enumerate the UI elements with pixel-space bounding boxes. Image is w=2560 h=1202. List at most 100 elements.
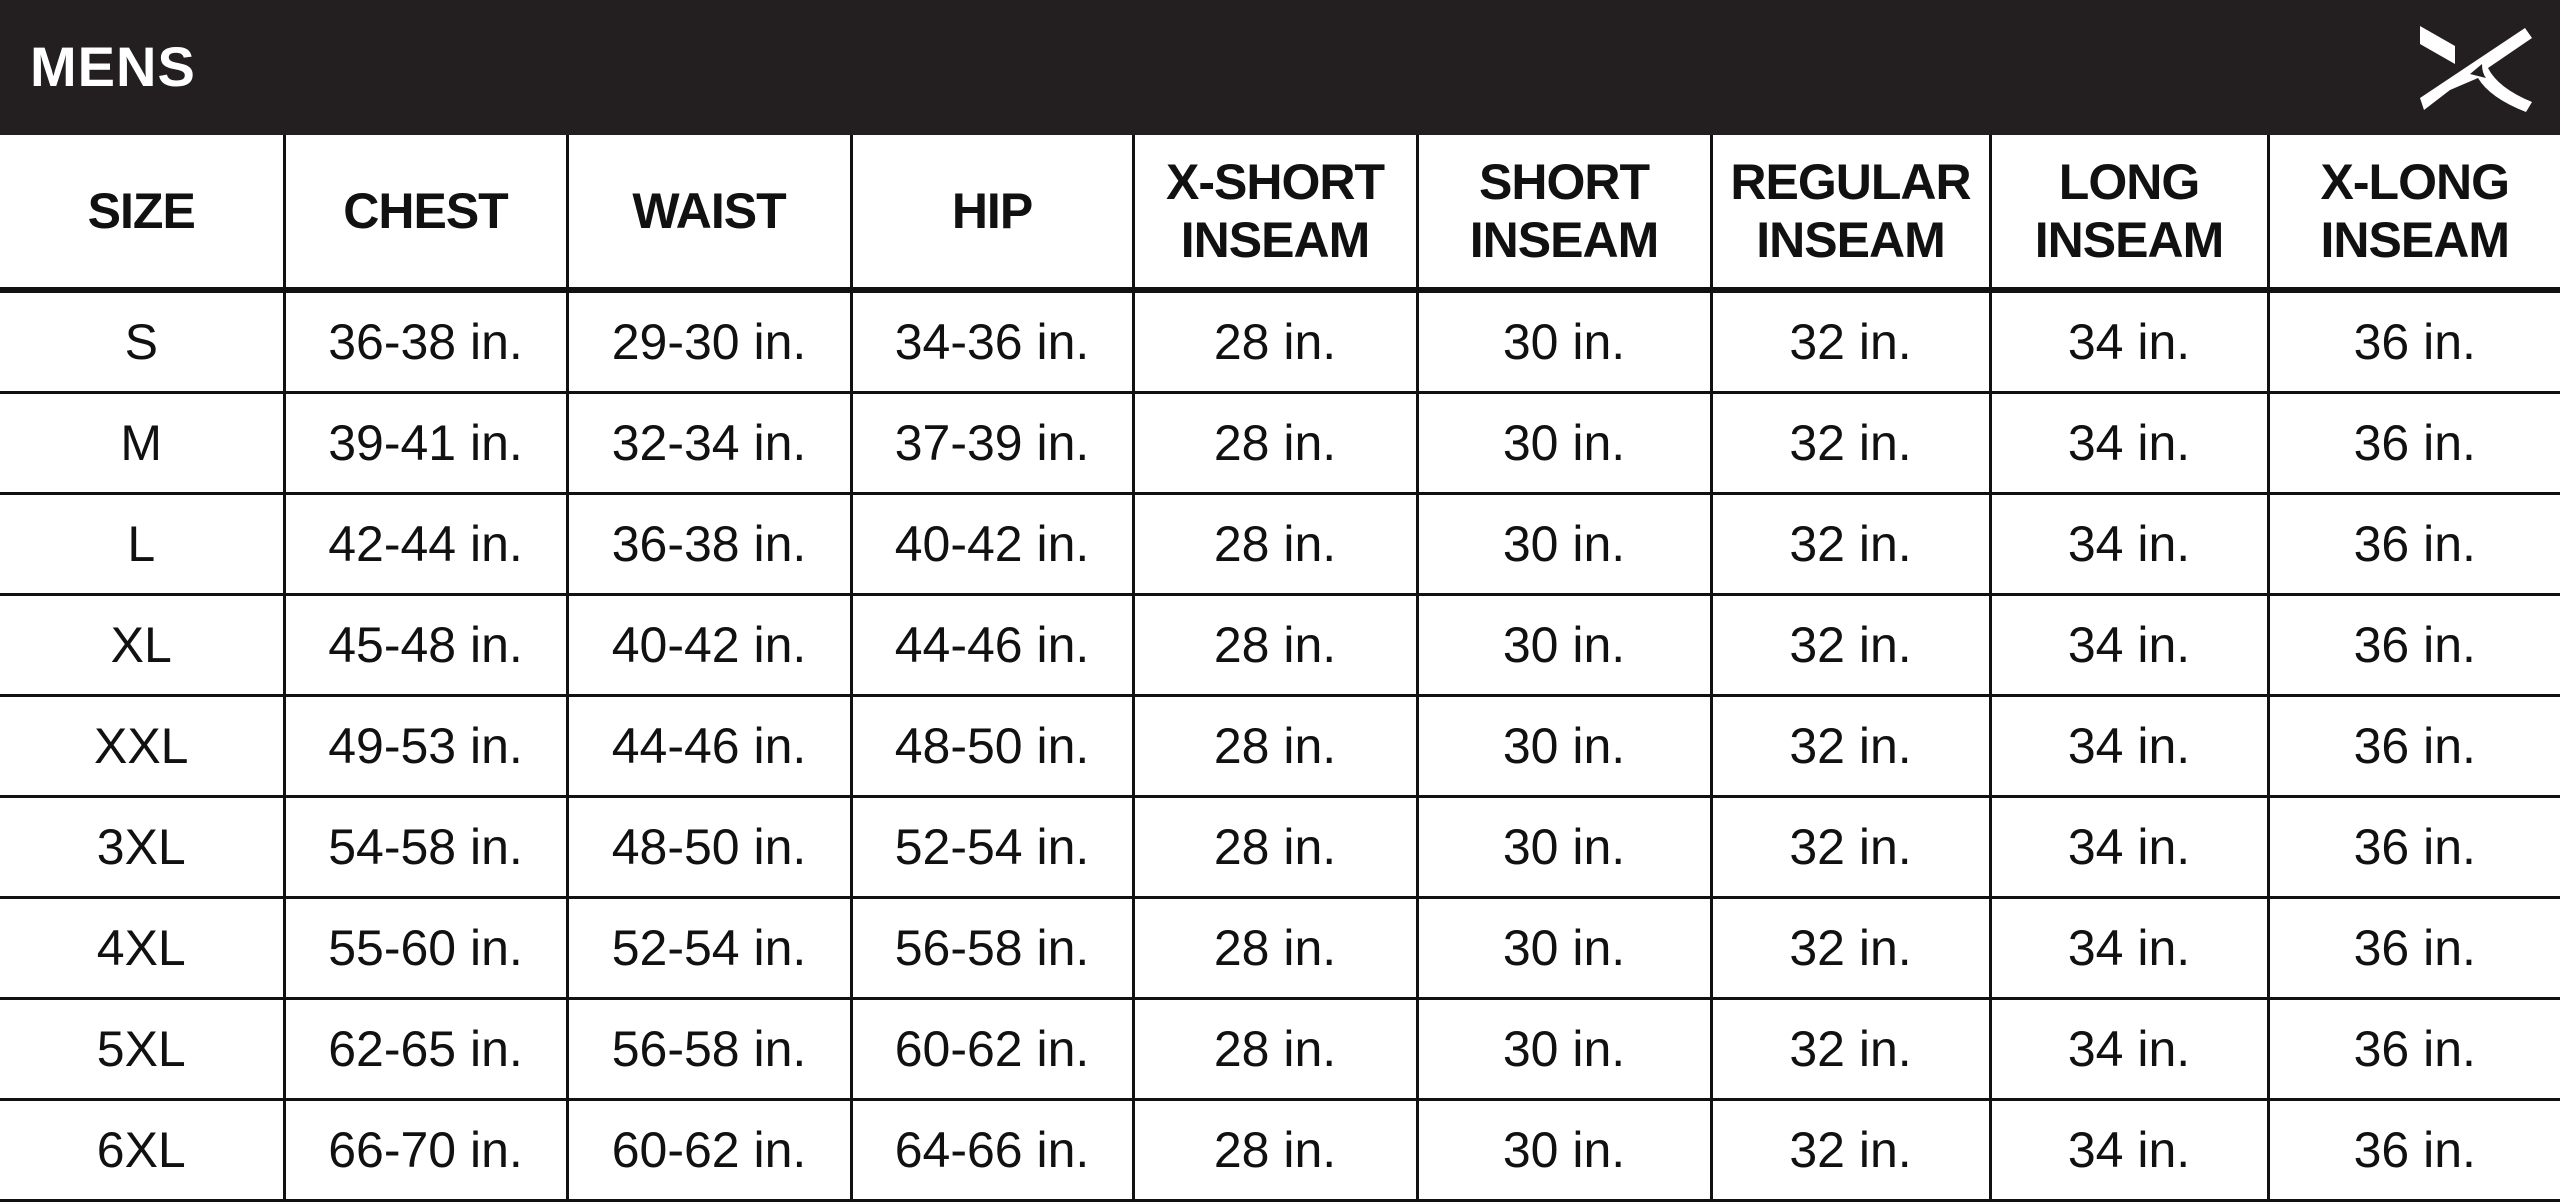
measurement-cell: 32 in. xyxy=(1709,997,1992,1101)
column-header: SIZE xyxy=(0,135,286,293)
measurement-cell: 36 in. xyxy=(2266,288,2560,394)
table-header-row: SIZE CHEST WAIST HIP X-SHORT INSEAM SHORT INS… xyxy=(0,135,2560,293)
measurement-cell: 56-58 in. xyxy=(565,997,853,1101)
column-header: CHEST xyxy=(282,135,569,293)
measurement-cell: 28 in. xyxy=(1131,288,1419,394)
measurement-cell: 30 in. xyxy=(1415,391,1713,495)
measurement-cell: 30 in. xyxy=(1415,288,1713,394)
measurement-cell: 56-58 in. xyxy=(849,896,1135,1000)
measurement-cell: 32 in. xyxy=(1709,896,1992,1000)
measurement-cell: 30 in. xyxy=(1415,1098,1713,1202)
table-row: L 42-44 in. 36-38 in. 40-42 in. 28 in. 30 in.… xyxy=(0,492,2560,596)
measurement-cell: 30 in. xyxy=(1415,896,1713,1000)
measurement-cell: 28 in. xyxy=(1131,593,1419,697)
header-bar: MENS xyxy=(0,0,2560,135)
measurement-cell: 36 in. xyxy=(2266,795,2560,899)
column-header: X-LONG INSEAM xyxy=(2266,135,2560,293)
table-row: 5XL 62-65 in. 56-58 in. 60-62 in. 28 in. 30 i… xyxy=(0,997,2560,1101)
size-chart-table: SIZE CHEST WAIST HIP X-SHORT INSEAM SHORT INS… xyxy=(0,135,2560,1202)
size-cell: 5XL xyxy=(0,997,286,1101)
measurement-cell: 29-30 in. xyxy=(565,288,853,394)
table-row: 4XL 55-60 in. 52-54 in. 56-58 in. 28 in. 30 i… xyxy=(0,896,2560,1000)
column-header: LONG INSEAM xyxy=(1988,135,2270,293)
measurement-cell: 28 in. xyxy=(1131,694,1419,798)
measurement-cell: 32 in. xyxy=(1709,694,1992,798)
measurement-cell: 40-42 in. xyxy=(565,593,853,697)
measurement-cell: 34 in. xyxy=(1988,694,2270,798)
measurement-cell: 66-70 in. xyxy=(282,1098,569,1202)
measurement-cell: 30 in. xyxy=(1415,694,1713,798)
column-header: WAIST xyxy=(565,135,853,293)
measurement-cell: 28 in. xyxy=(1131,896,1419,1000)
measurement-cell: 34 in. xyxy=(1988,1098,2270,1202)
measurement-cell: 28 in. xyxy=(1131,492,1419,596)
size-cell: L xyxy=(0,492,286,596)
size-cell: S xyxy=(0,288,286,394)
measurement-cell: 64-66 in. xyxy=(849,1098,1135,1202)
measurement-cell: 32 in. xyxy=(1709,391,1992,495)
measurement-cell: 55-60 in. xyxy=(282,896,569,1000)
table-row: 3XL 54-58 in. 48-50 in. 52-54 in. 28 in. 30 i… xyxy=(0,795,2560,899)
measurement-cell: 36 in. xyxy=(2266,694,2560,798)
measurement-cell: 40-42 in. xyxy=(849,492,1135,596)
measurement-cell: 34 in. xyxy=(1988,997,2270,1101)
measurement-cell: 48-50 in. xyxy=(565,795,853,899)
table-row: S 36-38 in. 29-30 in. 34-36 in. 28 in. 30 in.… xyxy=(0,288,2560,394)
table-row: M 39-41 in. 32-34 in. 37-39 in. 28 in. 30 in.… xyxy=(0,391,2560,495)
column-header: SHORT INSEAM xyxy=(1415,135,1713,293)
measurement-cell: 34 in. xyxy=(1988,288,2270,394)
size-cell: 4XL xyxy=(0,896,286,1000)
measurement-cell: 60-62 in. xyxy=(565,1098,853,1202)
measurement-cell: 30 in. xyxy=(1415,997,1713,1101)
measurement-cell: 34 in. xyxy=(1988,391,2270,495)
measurement-cell: 32 in. xyxy=(1709,492,1992,596)
size-cell: XXL xyxy=(0,694,286,798)
measurement-cell: 45-48 in. xyxy=(282,593,569,697)
measurement-cell: 62-65 in. xyxy=(282,997,569,1101)
measurement-cell: 37-39 in. xyxy=(849,391,1135,495)
measurement-cell: 34 in. xyxy=(1988,492,2270,596)
measurement-cell: 34 in. xyxy=(1988,795,2270,899)
measurement-cell: 30 in. xyxy=(1415,593,1713,697)
measurement-cell: 44-46 in. xyxy=(565,694,853,798)
measurement-cell: 28 in. xyxy=(1131,795,1419,899)
brand-x-logo-icon xyxy=(2420,26,2532,112)
measurement-cell: 28 in. xyxy=(1131,997,1419,1101)
measurement-cell: 34 in. xyxy=(1988,896,2270,1000)
measurement-cell: 36 in. xyxy=(2266,593,2560,697)
table-row: XXL 49-53 in. 44-46 in. 48-50 in. 28 in. 30 i… xyxy=(0,694,2560,798)
measurement-cell: 36 in. xyxy=(2266,492,2560,596)
measurement-cell: 49-53 in. xyxy=(282,694,569,798)
size-cell: 6XL xyxy=(0,1098,286,1202)
measurement-cell: 60-62 in. xyxy=(849,997,1135,1101)
measurement-cell: 39-41 in. xyxy=(282,391,569,495)
table-row: XL 45-48 in. 40-42 in. 44-46 in. 28 in. 30 in… xyxy=(0,593,2560,697)
measurement-cell: 44-46 in. xyxy=(849,593,1135,697)
size-cell: 3XL xyxy=(0,795,286,899)
measurement-cell: 32 in. xyxy=(1709,795,1992,899)
measurement-cell: 36-38 in. xyxy=(282,288,569,394)
measurement-cell: 30 in. xyxy=(1415,492,1713,596)
column-header: X-SHORT INSEAM xyxy=(1131,135,1419,293)
table-row: 6XL 66-70 in. 60-62 in. 64-66 in. 28 in. 30 i… xyxy=(0,1098,2560,1202)
measurement-cell: 36 in. xyxy=(2266,896,2560,1000)
measurement-cell: 32 in. xyxy=(1709,1098,1992,1202)
measurement-cell: 28 in. xyxy=(1131,1098,1419,1202)
measurement-cell: 34-36 in. xyxy=(849,288,1135,394)
column-header: HIP xyxy=(849,135,1135,293)
measurement-cell: 48-50 in. xyxy=(849,694,1135,798)
measurement-cell: 32-34 in. xyxy=(565,391,853,495)
measurement-cell: 52-54 in. xyxy=(565,896,853,1000)
measurement-cell: 42-44 in. xyxy=(282,492,569,596)
page-title: MENS xyxy=(30,35,196,98)
measurement-cell: 30 in. xyxy=(1415,795,1713,899)
measurement-cell: 28 in. xyxy=(1131,391,1419,495)
measurement-cell: 32 in. xyxy=(1709,288,1992,394)
measurement-cell: 32 in. xyxy=(1709,593,1992,697)
measurement-cell: 34 in. xyxy=(1988,593,2270,697)
size-cell: XL xyxy=(0,593,286,697)
measurement-cell: 54-58 in. xyxy=(282,795,569,899)
measurement-cell: 36 in. xyxy=(2266,997,2560,1101)
measurement-cell: 52-54 in. xyxy=(849,795,1135,899)
measurement-cell: 36 in. xyxy=(2266,391,2560,495)
